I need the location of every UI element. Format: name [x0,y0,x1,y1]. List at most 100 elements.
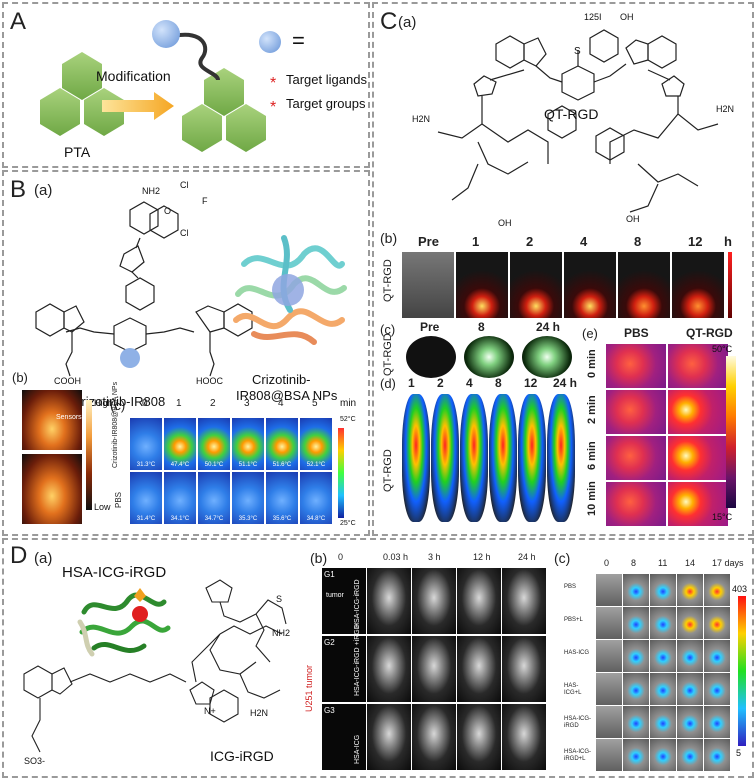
d-c-timepoint: 0 [604,558,610,568]
modification-label: Modification [96,68,171,84]
e-col-header: QT-RGD [686,326,733,340]
c-d-image [547,394,575,522]
d-c-timepoint: 8 [631,558,637,568]
c-d-timepoint: 24 h [553,376,578,390]
c-d-timepoint: 8 [495,376,502,390]
d-c-image [623,607,649,639]
chem-cl-1: Cl [180,180,189,190]
d-c-timepoint: 14 [685,558,696,568]
e-row-label-text: 6 min [586,441,598,470]
d-c-image [677,673,703,705]
row-label-crizotinib-text: Crizotinib-IR808@BSA NPs [112,381,119,468]
d-c-timepoint: 17 days [712,558,744,568]
panel-d-c-row-labels: PBS PBS+L HAS-ICG HAS-ICG+L HSA-ICG-iRGD HSA-… [564,574,594,774]
group-label-text: HSA-ICG-iRGD [354,579,361,628]
d-b-image [457,704,501,770]
c-d-image [460,394,488,522]
panel-d-letter: D [10,542,28,569]
panel-c-sub-e: (e) [582,326,598,341]
thermal-cell: 34.7°C [198,472,230,524]
heat-scale-low: Low [94,502,111,512]
temp-value: 50.1°C [204,462,224,468]
d-c-image [677,739,703,771]
chem-o: O [164,206,172,216]
e-row-label: 2 min [586,395,598,424]
d-c-row-label: HSA-ICG-iRGD+L [564,749,591,762]
d-c-image [623,706,649,738]
timepoint-label: 0 [142,398,148,409]
thermal-cell: 35.6°C [266,472,298,524]
c-d-image [402,394,430,522]
c-c-image [464,336,514,378]
panel-b-grid-header: 0 1 2 3 4 5 [130,398,350,414]
group-id: G2 [324,638,335,647]
temp-value: 51.6°C [272,462,292,468]
c-d-timepoint: 2 [437,376,444,390]
c-b-image [618,252,670,318]
d-c-image [623,640,649,672]
d-c-image [704,673,730,705]
crizotinib-ir808-label: Crizotinib-IR808 [72,394,166,409]
d-c-image [704,640,730,672]
c-c-timepoint: 24 h [536,320,561,334]
c-b-timepoint: 2 [526,234,534,249]
d-c-image [650,739,676,771]
chem-cooh: COOH [54,376,81,386]
ligand-ball-legend [259,31,281,53]
legend-target-ligands: Target ligands [286,72,367,87]
c-c-image [522,336,572,378]
temp-value: 47.4°C [170,462,190,468]
chem-oh-3: OH [626,214,640,224]
d-b-timepoint: 3 h [428,552,441,562]
d-c-image [677,706,703,738]
temp-scale-bottom-e: 15°C [712,512,733,522]
c-b-image [456,252,508,318]
panel-c-b-row-label-text: QT-RGD [382,259,394,302]
svg-text:*: * [270,99,276,116]
c-d-timepoint: 1 [408,376,415,390]
e-thermal-cell [668,482,728,526]
d-c-row-label: PBS+L [564,617,583,623]
panel-c-e-grid: PBS QT-RGD 0 min 2 min 6 min 10 min [586,326,750,532]
panel-c-d-row-label-text: QT-RGD [382,449,394,492]
ligand-ball [152,20,180,48]
d-c-row-label: HAS-ICG [564,650,590,656]
chem-h2n-d: H2N [250,708,269,718]
c-b-image [672,252,724,318]
heat-scale-bar [86,400,92,510]
temp-scale-top-e: 50°C [712,344,733,354]
c-b-timepoint: Pre [418,234,439,249]
c-b-scale [728,252,732,318]
panel-c-b-header: Pre 1 2 4 8 12 h [402,234,742,250]
bsa-protein-model [233,235,347,345]
qt-rgd-label: QT-RGD [544,106,599,122]
d-c-image [677,640,703,672]
thermal-cell: 52.1°C [300,418,332,470]
d-c-image [596,640,622,672]
temp-scale-bar-e [726,356,736,508]
u251-tumor-label: U251 tumor [304,665,314,712]
hex-shape [204,68,244,116]
panel-d: D (a) HSA-ICG-iRGD SO3- [2,538,754,778]
d-c-image [704,739,730,771]
c-b-image [402,252,454,318]
d-b-timepoint: 0.03 h [383,552,409,562]
c-b-timepoint: 4 [580,234,588,249]
hex-shape [40,88,80,136]
temp-value: 34.1°C [170,516,190,522]
d-c-image [596,574,622,606]
modification-arrow [102,92,174,120]
panel-c-b-strip [402,252,732,318]
e-row-label: 10 min [586,481,598,516]
pta-label: PTA [64,144,91,160]
chem-s-1: S [276,594,283,604]
panel-c-c-row: Pre 8 24 h [402,320,602,380]
panel-d-b-grid: G1 HSA-ICG-iRGD tumor G2 HSA-ICG-iRGD +iRGD G… [322,568,550,772]
panel-c-c-row-label-text: QT-RGD [382,333,394,376]
panel-b-letter: B [10,176,27,203]
panel-d-b-header: 0 0.03 h 3 h 12 h 24 h [322,552,550,566]
chem-nh2: NH2 [142,186,161,196]
thermal-photo-top [22,390,82,450]
d-c-image [596,673,622,705]
d-b-image [457,568,501,634]
